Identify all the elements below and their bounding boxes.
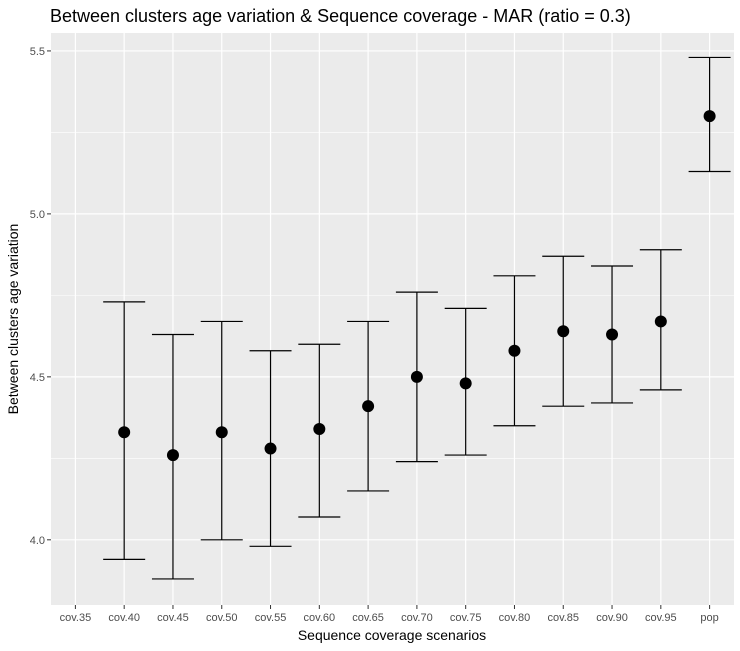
x-tick-label: cov.70 bbox=[401, 612, 433, 624]
x-tick-label: cov.60 bbox=[304, 612, 336, 624]
data-point bbox=[703, 110, 716, 123]
x-tick-label: cov.45 bbox=[157, 612, 189, 624]
x-tick-label: cov.75 bbox=[450, 612, 482, 624]
data-point bbox=[118, 426, 131, 439]
x-axis-title: Sequence coverage scenarios bbox=[298, 627, 486, 643]
y-axis-title: Between clusters age variation bbox=[5, 224, 21, 415]
data-point bbox=[508, 344, 521, 357]
x-tick-label: pop bbox=[700, 612, 718, 624]
x-tick-label: cov.40 bbox=[108, 612, 140, 624]
data-point bbox=[264, 442, 277, 455]
x-tick-label: cov.85 bbox=[547, 612, 579, 624]
chart-title: Between clusters age variation & Sequenc… bbox=[50, 6, 631, 26]
x-tick-label: cov.80 bbox=[499, 612, 531, 624]
data-point bbox=[362, 400, 375, 413]
x-tick-label: cov.95 bbox=[645, 612, 677, 624]
x-tick-label: cov.35 bbox=[60, 612, 92, 624]
data-point bbox=[215, 426, 228, 439]
y-tick-label: 4.5 bbox=[30, 372, 45, 384]
data-point bbox=[654, 315, 667, 328]
x-axis-ticks: cov.35 cov.40 cov.45 cov.50 cov.55 cov.60 cov.… bbox=[60, 605, 719, 624]
y-tick-label: 5.0 bbox=[30, 209, 45, 221]
x-tick-label: cov.65 bbox=[352, 612, 384, 624]
x-tick-label: cov.55 bbox=[255, 612, 287, 624]
data-point bbox=[459, 377, 472, 390]
y-tick-label: 5.5 bbox=[30, 46, 45, 58]
y-tick-label: 4.0 bbox=[30, 535, 45, 547]
plot-panel bbox=[51, 33, 734, 605]
data-point bbox=[313, 423, 326, 435]
data-point bbox=[557, 325, 570, 338]
y-axis-ticks: 4.0 4.5 5.0 5.5 bbox=[30, 46, 51, 547]
x-tick-label: cov.90 bbox=[596, 612, 628, 624]
data-point bbox=[410, 370, 423, 383]
data-points bbox=[118, 110, 716, 462]
data-point bbox=[166, 449, 179, 462]
data-point bbox=[606, 328, 619, 341]
x-tick-label: cov.50 bbox=[206, 612, 238, 624]
